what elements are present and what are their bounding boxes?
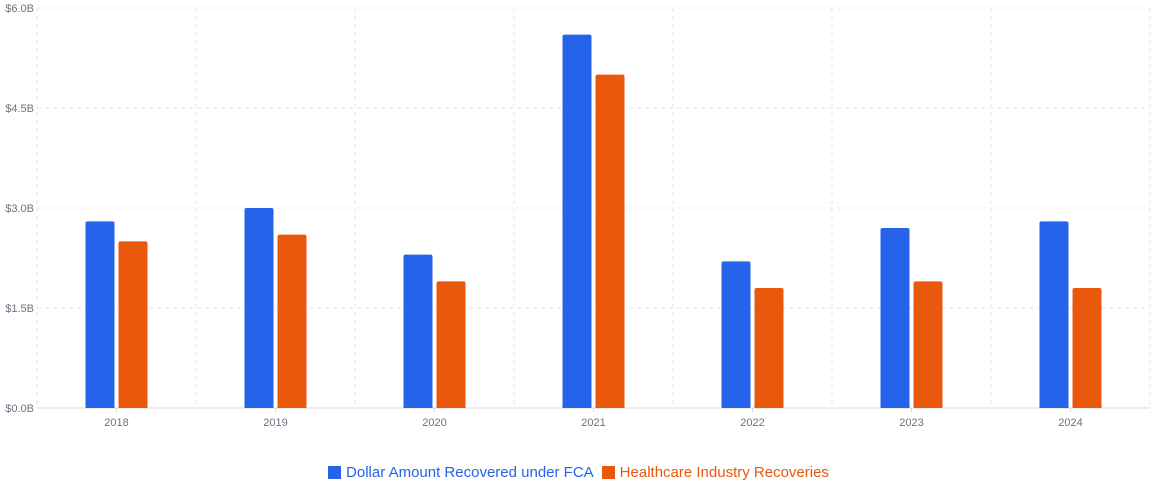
- y-tick-label: $6.0B: [5, 3, 34, 15]
- bar-series-1-2018[interactable]: [118, 241, 148, 408]
- y-tick-label: $1.5B: [5, 303, 34, 315]
- bar-series-0-2024[interactable]: [1039, 221, 1069, 408]
- bars: [85, 34, 1102, 409]
- bar-series-1-2022[interactable]: [754, 288, 784, 408]
- legend: Dollar Amount Recovered under FCA Health…: [0, 461, 1157, 483]
- x-tick-label: 2024: [1058, 417, 1082, 429]
- bar-series-1-2019[interactable]: [277, 234, 307, 408]
- legend-swatch-series-1: [601, 465, 615, 479]
- bar-series-1-2021[interactable]: [595, 74, 625, 409]
- bar-series-0-2022[interactable]: [721, 261, 751, 408]
- legend-label-series-0: Dollar Amount Recovered under FCA: [346, 463, 594, 481]
- legend-item-series-1[interactable]: Healthcare Industry Recoveries: [601, 463, 829, 481]
- bar-series-0-2020[interactable]: [403, 254, 433, 408]
- bar-series-0-2021[interactable]: [562, 34, 592, 409]
- bar-series-0-2019[interactable]: [244, 208, 274, 408]
- legend-label-series-1: Healthcare Industry Recoveries: [619, 463, 829, 481]
- y-tick-label: $0.0B: [5, 403, 34, 415]
- legend-item-series-0[interactable]: Dollar Amount Recovered under FCA: [328, 464, 594, 481]
- x-axis: 2018 2019 2020 2021 2022 2023 2024: [104, 408, 1083, 429]
- x-tick-label: 2023: [899, 417, 923, 429]
- grid: [36, 7, 1151, 409]
- y-axis: $0.0B $1.5B $3.0B $4.5B $6.0B: [5, 3, 34, 415]
- bar-series-1-2023[interactable]: [913, 281, 943, 408]
- bar-series-1-2024[interactable]: [1072, 288, 1102, 408]
- x-tick-label: 2018: [104, 417, 128, 429]
- x-tick-label: 2019: [263, 417, 287, 429]
- x-tick-label: 2022: [740, 417, 764, 429]
- legend-swatch-series-0: [328, 465, 342, 479]
- y-tick-label: $4.5B: [5, 103, 34, 115]
- x-tick-label: 2020: [422, 417, 446, 429]
- x-tick-label: 2021: [581, 417, 605, 429]
- bar-series-0-2018[interactable]: [85, 221, 115, 408]
- bar-series-0-2023[interactable]: [880, 228, 910, 408]
- bar-series-1-2020[interactable]: [436, 281, 466, 408]
- y-tick-label: $3.0B: [5, 203, 34, 215]
